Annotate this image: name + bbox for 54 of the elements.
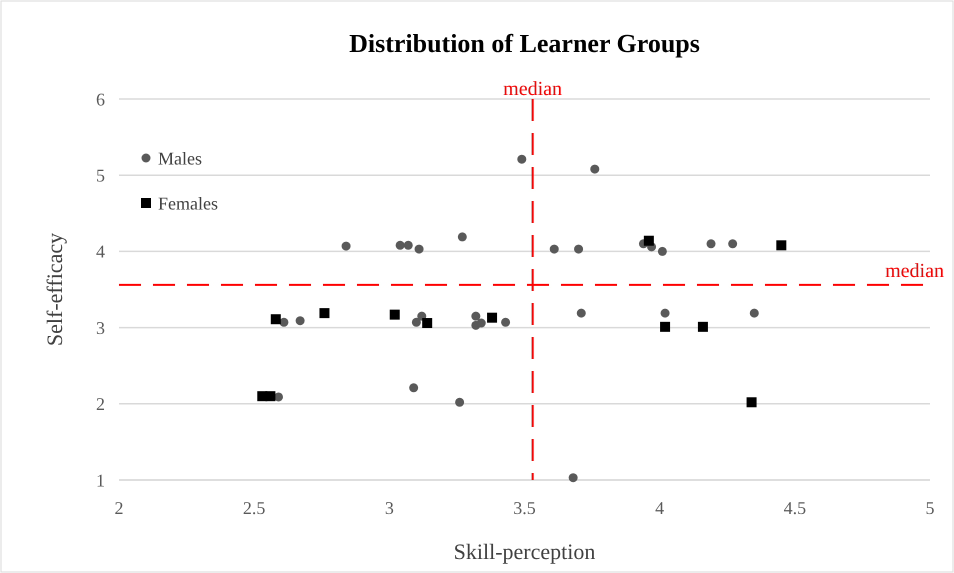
y-tick-label: 2 [96,394,105,414]
point [270,314,281,324]
x-tick-label: 3 [384,498,394,518]
point [396,240,405,250]
point [476,318,486,328]
point [296,316,305,326]
point [414,244,424,254]
x-tick-label: 2.5 [242,498,266,518]
x-axis-title: Skill-perception [454,539,596,564]
y-tick-label: 6 [96,89,105,110]
point [660,308,670,318]
point [776,240,786,250]
y-tick-label: 4 [96,242,105,262]
point [568,473,578,482]
y-tick-label: 1 [96,470,105,490]
point [412,318,421,327]
point [698,322,708,332]
point [471,312,480,321]
x-tick-label: 4.5 [784,498,806,518]
x-tick-label: 3.5 [513,498,536,518]
legend-label: Males [158,148,202,168]
point [576,308,586,318]
point [487,312,498,323]
point [404,240,413,250]
x-tick-label: 4 [655,498,664,518]
x-tick-label: 5 [926,498,934,518]
point [390,310,400,320]
point [728,239,738,248]
point [319,308,330,318]
ref-line-label: median [885,260,944,282]
y-tick-label: 3 [96,318,105,338]
point [746,397,757,408]
y-tick-label: 5 [96,166,105,186]
point [644,236,654,246]
point [660,322,670,332]
y-axis-title: Self-efficacy [42,232,67,346]
point [706,239,716,248]
point [422,318,432,328]
point [501,318,510,327]
chart-title: Distribution of Learner Groups [349,29,700,58]
legend-label: Females [158,193,218,214]
x-tick-label: 2 [114,498,124,518]
point [550,244,559,254]
point [455,398,464,407]
point [590,164,600,174]
point [265,391,276,402]
point [409,383,418,392]
point [750,308,759,318]
ref-line-label: median [503,78,562,100]
point [574,244,584,254]
point [658,246,667,256]
point [517,154,526,164]
point [458,232,467,242]
point [342,242,351,251]
